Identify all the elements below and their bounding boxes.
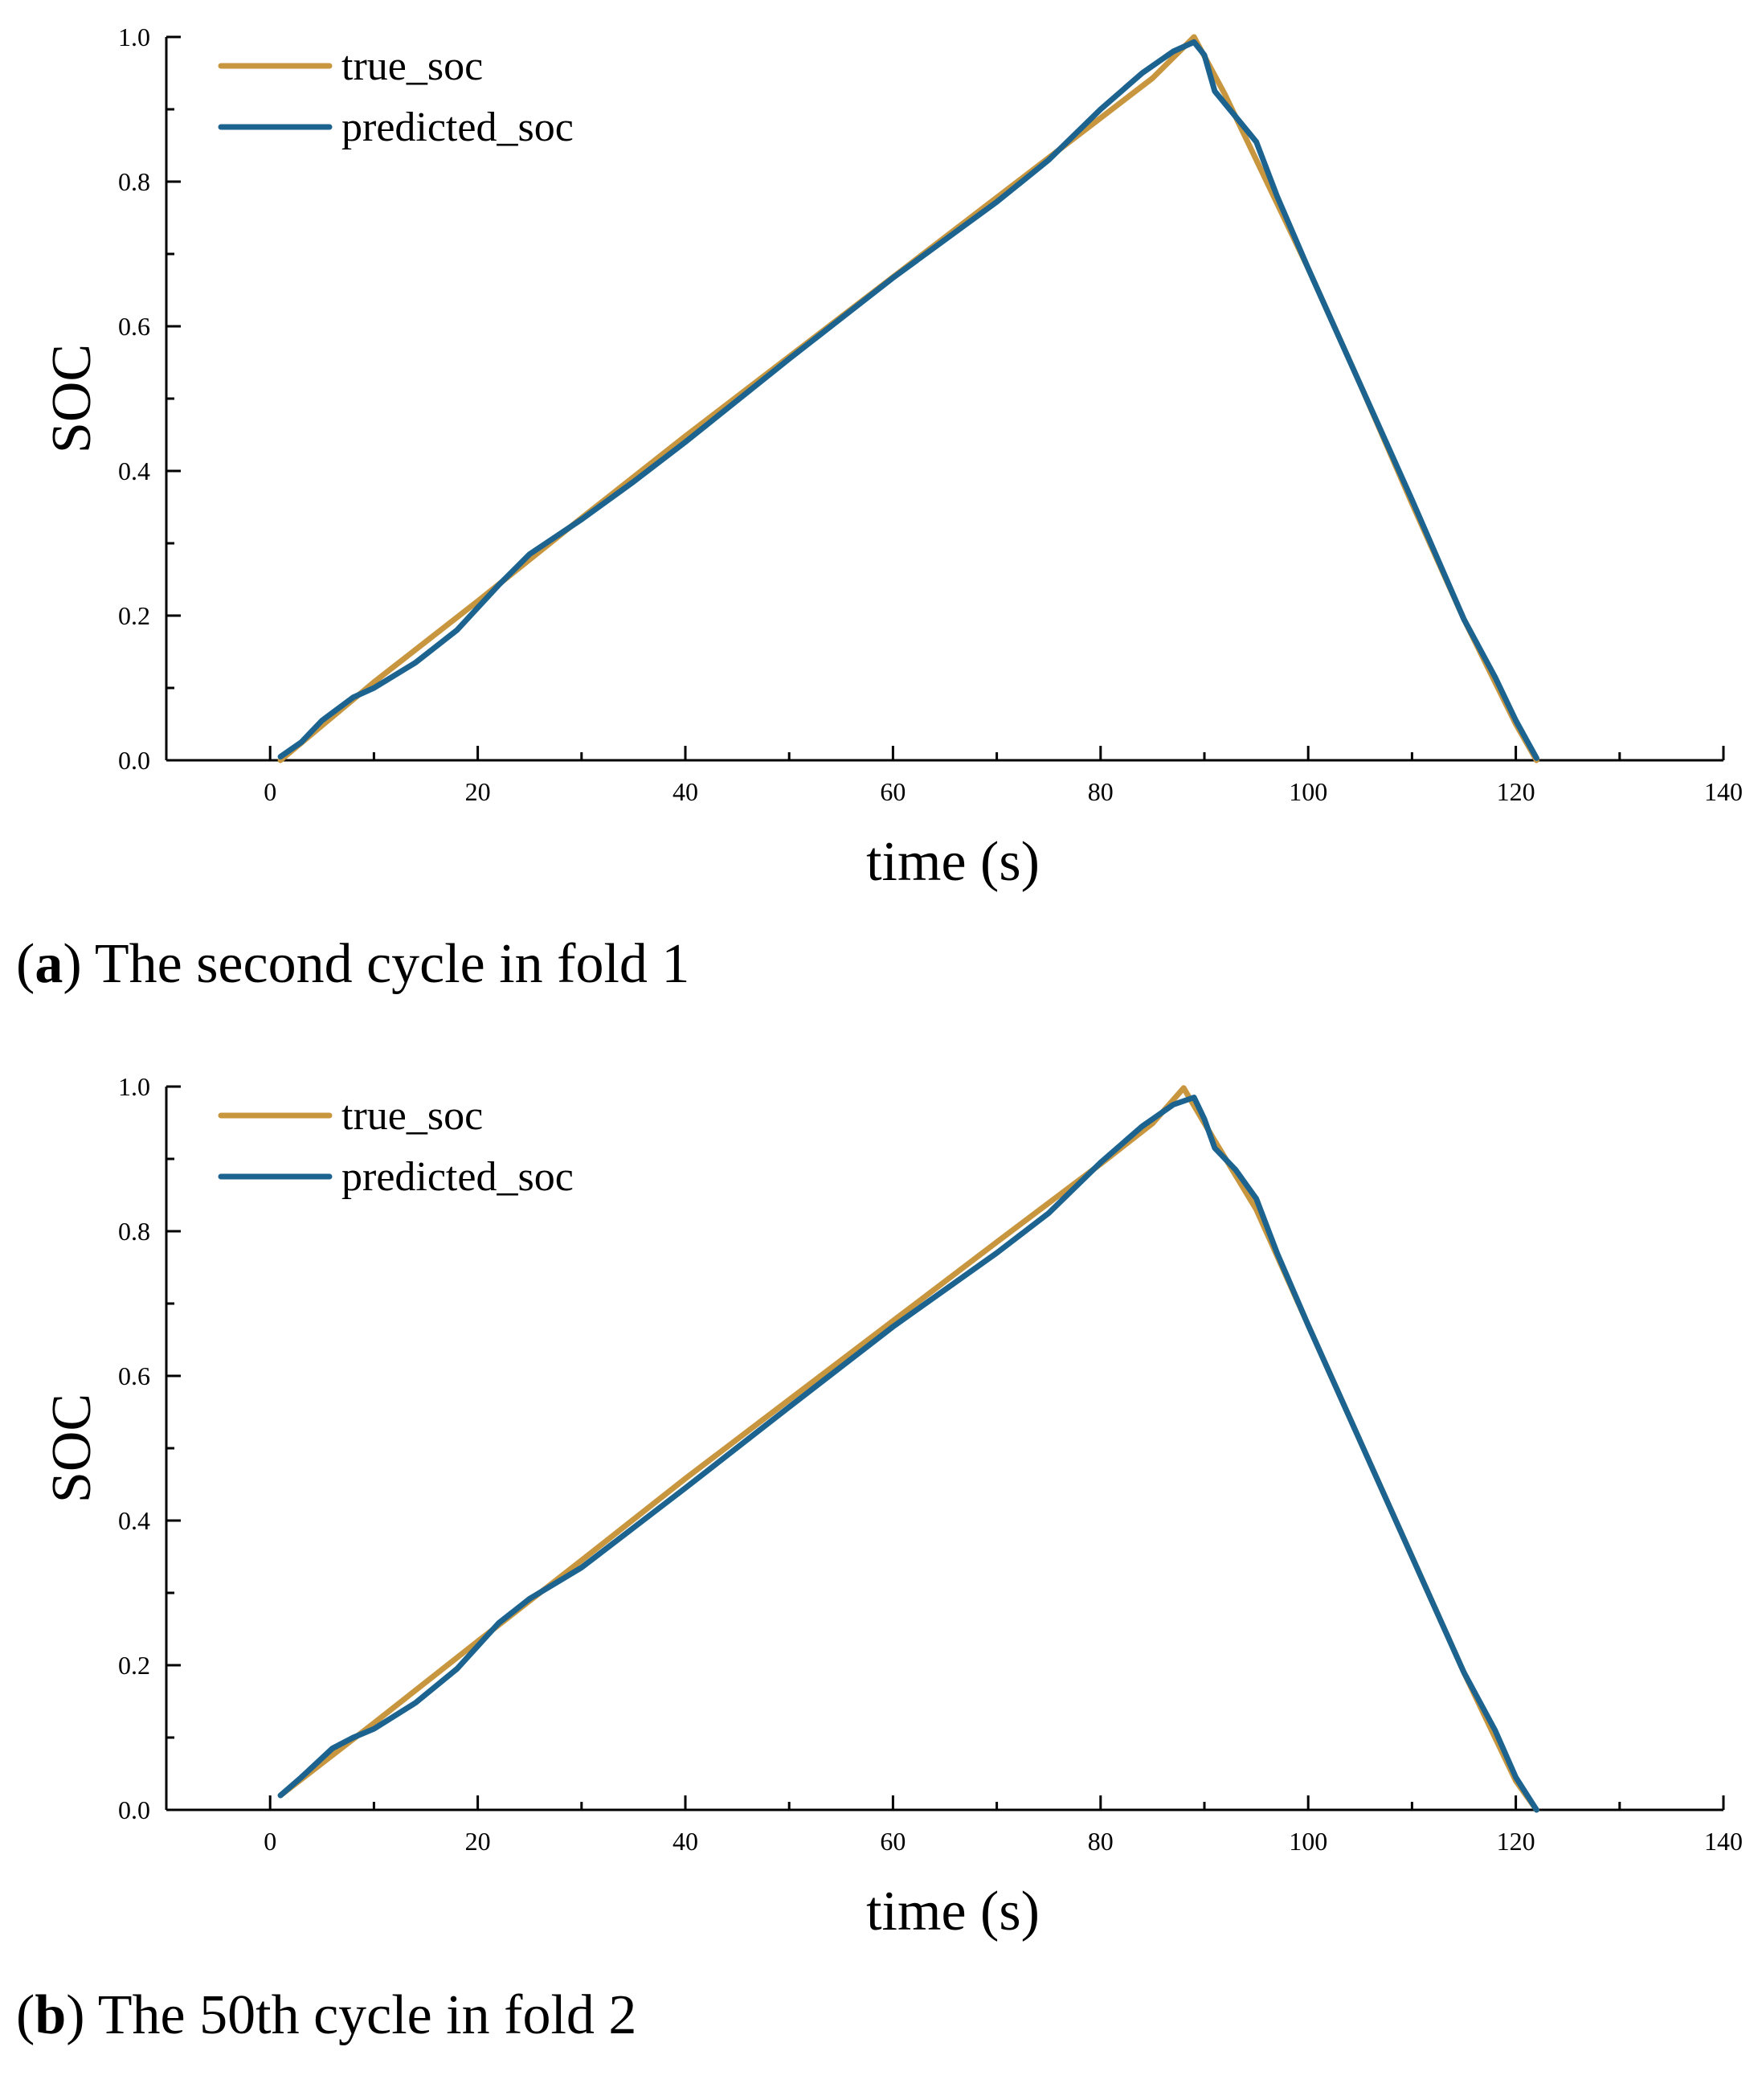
x-tick-label: 40 — [673, 777, 698, 806]
x-tick-label: 20 — [465, 777, 491, 806]
y-tick-label: 1.0 — [118, 1072, 150, 1101]
series-line-predicted-soc — [277, 1095, 1539, 1813]
x-tick-label: 40 — [673, 1827, 698, 1856]
chart-panel-b: 0 20 40 60 80 100 120 140 0.0 0.2 0.4 0.6 0.8 1.0 time… — [0, 1050, 1762, 2100]
x-tick-label: 80 — [1088, 1827, 1114, 1856]
caption-b: (b) The 50th cycle in fold 2 — [16, 1984, 637, 2046]
y-tick-label: 0.0 — [118, 1795, 150, 1824]
y-tick-label: 0.8 — [118, 1217, 150, 1246]
y-tick-label: 0.4 — [118, 456, 150, 485]
caption-a: (a) The second cycle in fold 1 — [16, 933, 690, 995]
x-tick-label: 60 — [880, 1827, 906, 1856]
y-tick-label: 1.0 — [118, 23, 150, 51]
legend-label-true-soc: true_soc — [341, 43, 483, 89]
y-tick-label: 0.2 — [118, 1651, 150, 1680]
y-tick-label: 0.6 — [118, 1361, 150, 1390]
x-tick-label: 100 — [1289, 1827, 1327, 1856]
series-line-predicted-soc — [277, 39, 1539, 761]
y-tick-label: 0.8 — [118, 167, 150, 196]
x-tick-label: 140 — [1704, 777, 1743, 806]
x-tick-label: 60 — [880, 777, 906, 806]
caption-text: The 50th cycle in fold 2 — [97, 1984, 637, 2046]
x-axis-title: time (s) — [866, 1881, 1040, 1942]
y-tick-label: 0.6 — [118, 312, 150, 341]
y-axis-title: SOC — [41, 1394, 103, 1503]
legend-label-predicted-soc: predicted_soc — [341, 1154, 574, 1200]
x-tick-label: 140 — [1704, 1827, 1743, 1856]
soc-chart-b: 0 20 40 60 80 100 120 140 0.0 0.2 0.4 0.6 0.8 1.0 time… — [41, 1072, 1743, 1942]
x-tick-label: 0 — [264, 1827, 276, 1856]
x-axis-title: time (s) — [866, 831, 1040, 893]
y-tick-label: 0.4 — [118, 1506, 150, 1535]
x-tick-label: 20 — [465, 1827, 491, 1856]
x-tick-label: 80 — [1088, 777, 1114, 806]
chart-panel-a: 0 20 40 60 80 100 120 140 0.0 0.2 0.4 0.6 0.8 1.0 time… — [16, 23, 1743, 995]
legend-label-true-soc: true_soc — [341, 1093, 483, 1139]
y-tick-label: 0.0 — [118, 746, 150, 775]
x-tick-label: 120 — [1497, 1827, 1535, 1856]
caption-letter: a — [35, 933, 63, 995]
soc-chart-a: 0 20 40 60 80 100 120 140 0.0 0.2 0.4 0.6 0.8 1.0 time… — [41, 23, 1743, 893]
caption-letter: b — [35, 1984, 67, 2046]
y-axis-title: SOC — [41, 344, 103, 453]
caption-text: The second cycle in fold 1 — [94, 933, 690, 995]
x-tick-label: 0 — [264, 777, 276, 806]
legend-label-predicted-soc: predicted_soc — [341, 104, 574, 150]
x-tick-label: 120 — [1497, 777, 1535, 806]
x-tick-label: 100 — [1289, 777, 1327, 806]
y-tick-label: 0.2 — [118, 601, 150, 630]
